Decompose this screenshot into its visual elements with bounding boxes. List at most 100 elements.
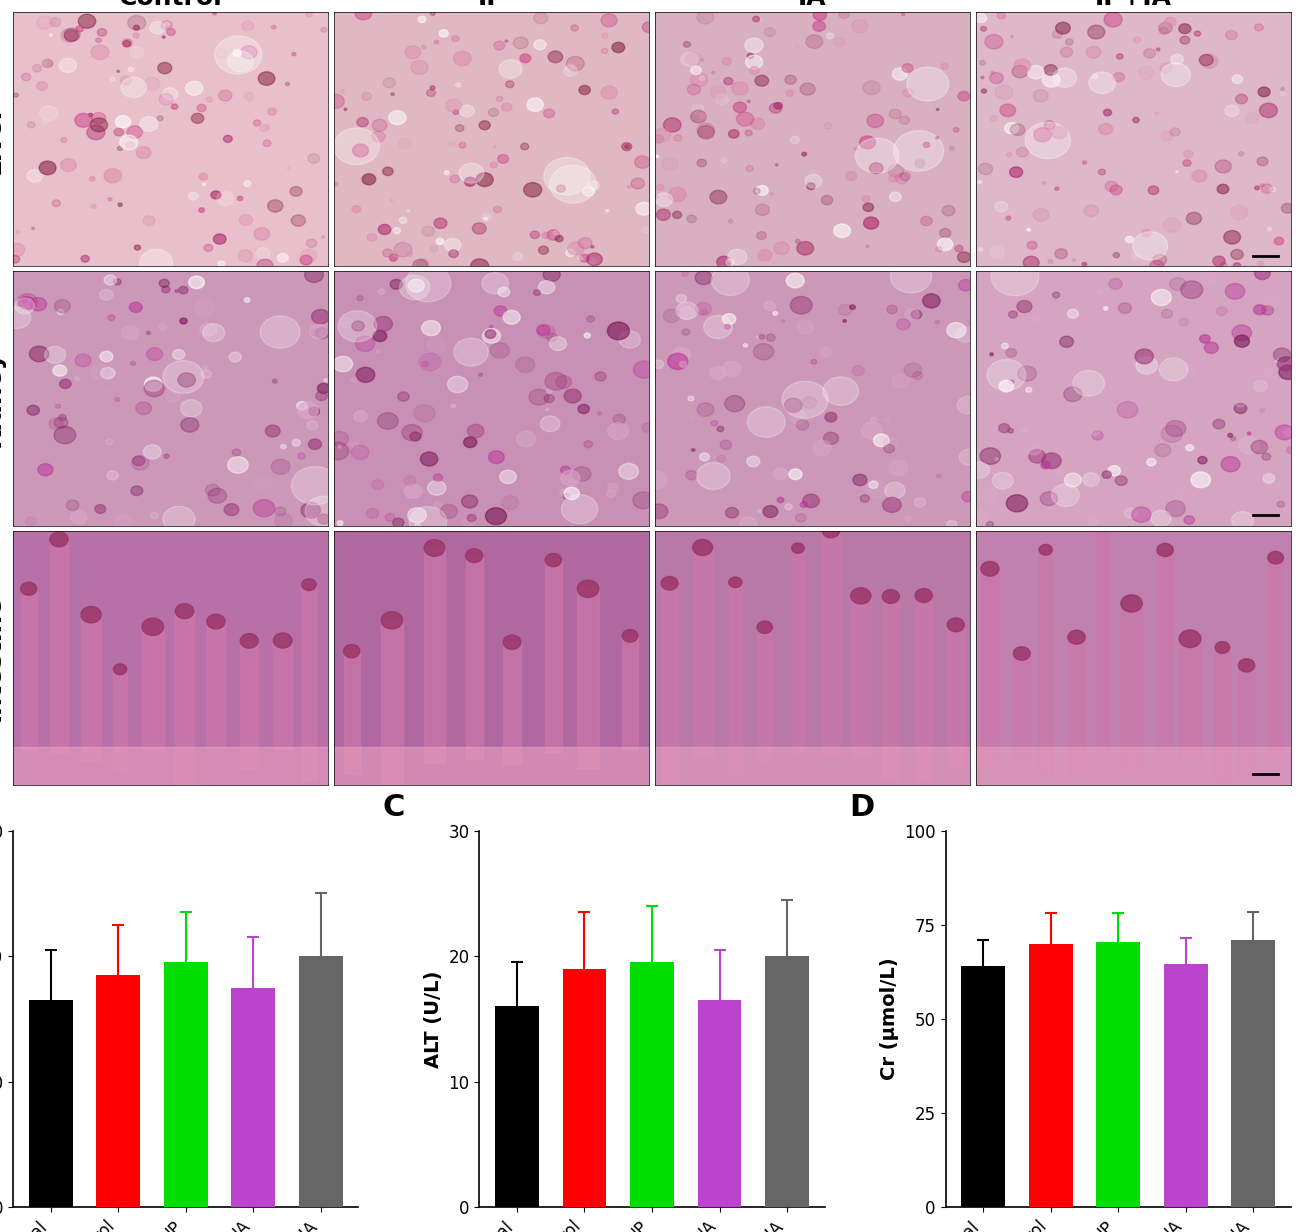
Circle shape [855,138,898,174]
Circle shape [1089,71,1115,94]
Circle shape [653,134,664,143]
Circle shape [712,265,750,296]
Bar [13,747,327,785]
Circle shape [301,503,321,519]
Circle shape [257,259,273,272]
Circle shape [1114,73,1124,81]
Circle shape [390,280,403,290]
Circle shape [862,196,870,202]
Circle shape [764,27,776,37]
Circle shape [1068,631,1085,644]
Circle shape [481,213,490,221]
Circle shape [1171,485,1189,500]
Circle shape [854,148,858,150]
Circle shape [27,405,39,415]
Circle shape [1159,27,1168,34]
Circle shape [1118,402,1138,418]
Circle shape [1138,67,1154,79]
Circle shape [819,347,832,357]
Circle shape [439,30,449,37]
Circle shape [134,245,141,250]
Circle shape [1015,59,1030,73]
Circle shape [278,254,288,262]
Circle shape [978,181,982,184]
Circle shape [720,440,732,450]
Circle shape [476,172,493,186]
Circle shape [566,57,584,71]
Circle shape [464,437,477,447]
Circle shape [661,158,678,170]
Circle shape [823,432,838,445]
Circle shape [687,216,696,223]
Circle shape [421,361,429,367]
Circle shape [1021,428,1028,432]
Circle shape [1228,434,1232,437]
Circle shape [812,21,825,31]
Circle shape [1274,347,1291,362]
Circle shape [635,155,651,169]
Circle shape [822,196,833,205]
Circle shape [885,483,905,499]
Circle shape [1226,31,1237,39]
Circle shape [1055,469,1063,476]
Circle shape [399,275,430,299]
Circle shape [775,102,782,108]
Circle shape [177,373,196,387]
Circle shape [455,124,464,132]
Circle shape [419,354,441,371]
Circle shape [53,426,76,444]
Circle shape [291,467,339,505]
Circle shape [300,255,312,265]
Circle shape [545,408,549,411]
Circle shape [1234,403,1247,414]
Circle shape [978,164,992,175]
Circle shape [275,514,292,527]
Circle shape [542,233,550,239]
Circle shape [627,185,631,188]
Circle shape [1042,73,1060,87]
Circle shape [957,251,970,262]
Circle shape [121,78,146,97]
Bar [630,962,674,1207]
Circle shape [1007,153,1012,156]
Circle shape [520,143,528,150]
Bar [175,611,194,785]
Circle shape [721,158,728,163]
Bar [1239,665,1254,776]
Circle shape [1082,473,1099,487]
Circle shape [986,521,994,527]
Circle shape [990,246,1004,257]
Bar [466,556,482,759]
Circle shape [185,81,203,95]
Circle shape [889,460,908,476]
Circle shape [44,346,65,363]
Circle shape [955,245,964,251]
Circle shape [747,53,754,58]
Circle shape [699,113,707,118]
Circle shape [1161,131,1172,140]
Circle shape [261,315,300,349]
Circle shape [402,425,422,441]
Circle shape [1158,22,1172,33]
Circle shape [292,440,300,446]
Circle shape [1213,419,1224,429]
Circle shape [506,81,514,87]
Circle shape [883,590,900,604]
Circle shape [913,372,923,379]
Circle shape [203,184,206,185]
Circle shape [9,243,25,256]
Circle shape [1009,379,1015,384]
Circle shape [274,633,292,648]
Circle shape [1033,90,1048,102]
Bar [729,583,742,775]
Circle shape [1012,65,1028,78]
Circle shape [120,76,132,85]
Circle shape [704,315,733,339]
Circle shape [26,517,37,525]
Circle shape [870,163,883,174]
Circle shape [1166,420,1185,436]
Circle shape [39,106,57,121]
Circle shape [189,192,198,200]
Circle shape [566,64,575,70]
Circle shape [825,413,837,421]
